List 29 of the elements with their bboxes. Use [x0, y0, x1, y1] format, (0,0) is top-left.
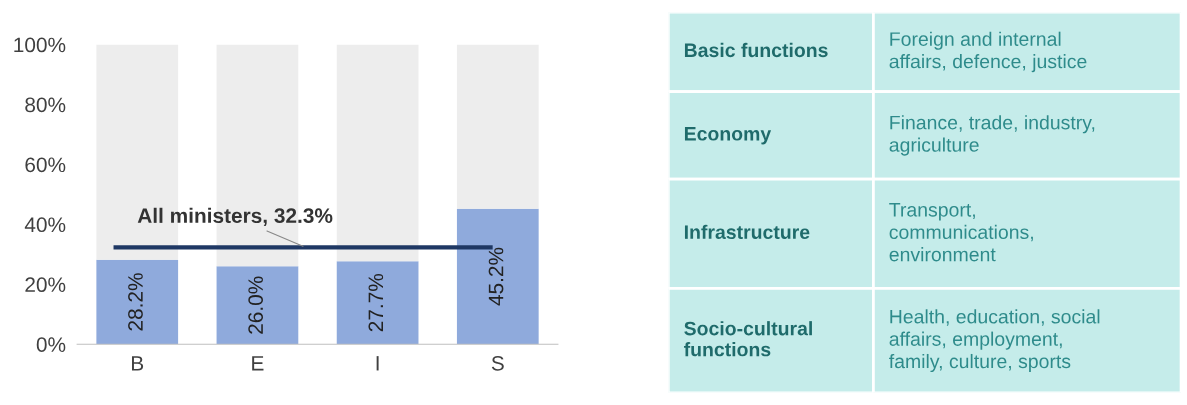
data-label: 27.7%	[368, 273, 384, 332]
bar	[96, 259, 179, 345]
data-label: 26.0%	[248, 276, 264, 334]
y-tick-label: 60%	[25, 157, 66, 173]
data-label: 45.2%	[488, 247, 504, 306]
bar	[456, 208, 539, 345]
bar	[336, 44, 419, 262]
x-tick-label: S	[491, 355, 504, 371]
y-tick-label: 40%	[24, 217, 66, 233]
y-tick-label: 80%	[25, 97, 66, 113]
y-tick-label: 0%	[36, 337, 66, 352]
x-tick-label: E	[252, 356, 264, 371]
category-label: Infrastructure	[684, 224, 810, 240]
category-label: Economy	[684, 127, 772, 145]
y-tick-label: 100%	[14, 37, 66, 53]
x-tick-label: B	[132, 356, 144, 371]
bar	[216, 266, 299, 345]
bar	[336, 261, 419, 345]
category-label: Socio-cultural functions	[684, 321, 812, 357]
category-label: Basic functions	[684, 42, 828, 58]
ref-line-label: All ministers, 32.3%	[137, 207, 333, 227]
text: Foreign and internal affairs, defence, justice	[889, 31, 1087, 73]
bar	[456, 44, 539, 209]
data-label: 28.2%	[128, 273, 143, 331]
text: Transport, communications, environment	[889, 203, 1033, 262]
text: Health, education, social affairs, employment, family, culture, sports	[889, 309, 1100, 373]
text: Finance, trade, industry, agriculture	[889, 115, 1095, 156]
x-tick-label: I	[376, 356, 379, 371]
y-tick-label: 20%	[25, 277, 66, 293]
